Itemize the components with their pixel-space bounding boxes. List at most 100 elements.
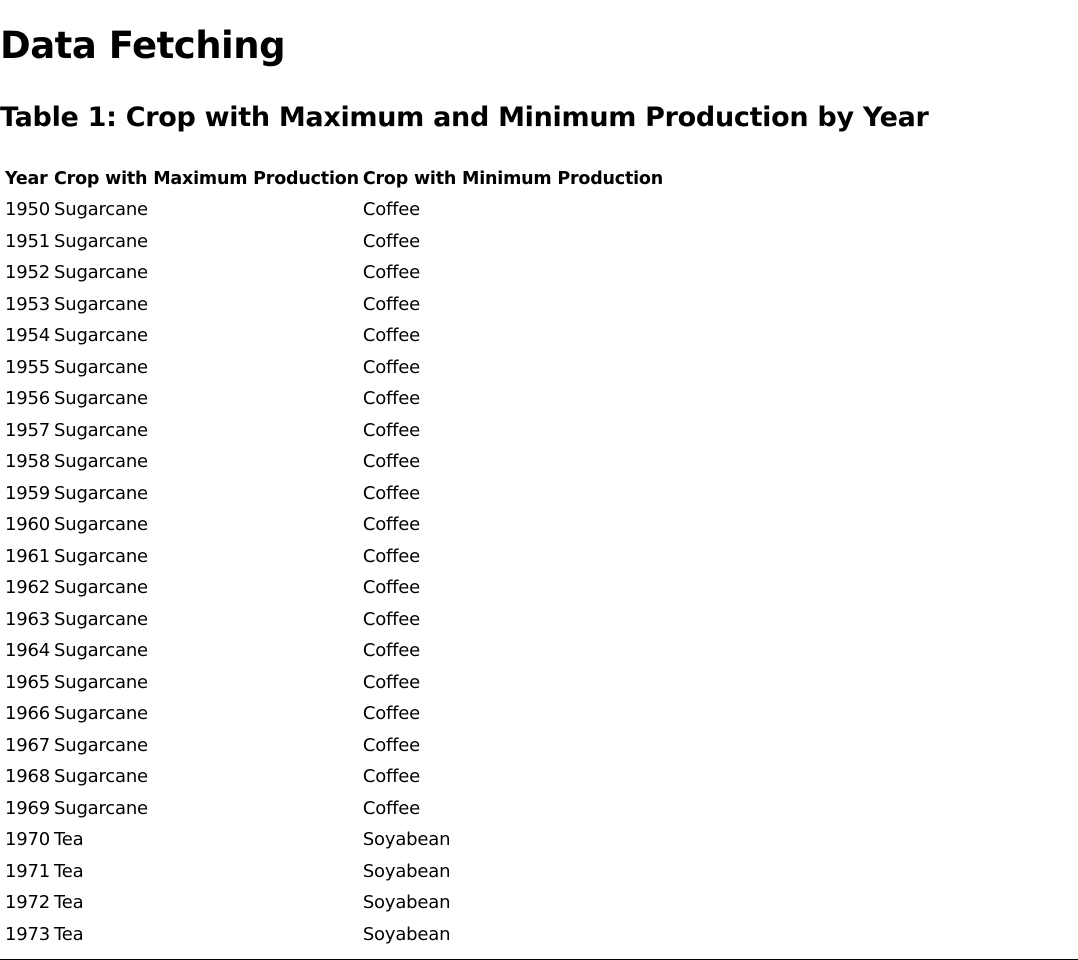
cell-max-crop: Sugarcane bbox=[54, 514, 148, 536]
header-year: Year bbox=[5, 169, 48, 189]
crop-production-table: Year Crop with Maximum Production Crop w… bbox=[2, 164, 666, 950]
table-row: 1951 Sugarcane Coffee bbox=[4, 226, 664, 258]
cell-min-crop: Coffee bbox=[362, 703, 421, 725]
cell-max-crop: Sugarcane bbox=[54, 262, 148, 284]
cell-min-crop: Coffee bbox=[362, 640, 421, 662]
cell-year: 1972 bbox=[5, 892, 51, 914]
cell-year: 1967 bbox=[5, 734, 51, 756]
cell-min-crop: Coffee bbox=[362, 545, 421, 567]
cell-year: 1969 bbox=[5, 797, 51, 819]
cell-year: 1965 bbox=[5, 671, 51, 693]
cell-min-crop: Coffee bbox=[362, 608, 421, 630]
header-min-crop: Crop with Minimum Production bbox=[362, 169, 663, 189]
cell-year: 1956 bbox=[5, 388, 51, 410]
cell-max-crop: Sugarcane bbox=[54, 356, 148, 378]
cell-min-crop: Coffee bbox=[362, 356, 421, 378]
table-row: 1969 Sugarcane Coffee bbox=[4, 793, 664, 825]
cell-min-crop: Soyabean bbox=[362, 892, 451, 914]
table-row: 1963 Sugarcane Coffee bbox=[4, 604, 664, 636]
cell-min-crop: Coffee bbox=[362, 419, 421, 441]
cell-year: 1952 bbox=[5, 262, 51, 284]
table-header-row: Year Crop with Maximum Production Crop w… bbox=[4, 164, 664, 194]
cell-max-crop: Sugarcane bbox=[54, 640, 148, 662]
cell-max-crop: Sugarcane bbox=[54, 734, 148, 756]
cell-year: 1961 bbox=[5, 545, 51, 567]
table-row: 1968 Sugarcane Coffee bbox=[4, 761, 664, 793]
cell-max-crop: Sugarcane bbox=[54, 577, 148, 599]
cell-year: 1951 bbox=[5, 230, 51, 252]
cell-year: 1964 bbox=[5, 640, 51, 662]
table-row: 1955 Sugarcane Coffee bbox=[4, 352, 664, 384]
table-row: 1973 Tea Soyabean bbox=[4, 919, 664, 951]
cell-year: 1968 bbox=[5, 766, 51, 788]
cell-year: 1970 bbox=[5, 829, 51, 851]
cell-year: 1954 bbox=[5, 325, 51, 347]
cell-max-crop: Sugarcane bbox=[54, 199, 148, 221]
cell-year: 1960 bbox=[5, 514, 51, 536]
cell-min-crop: Coffee bbox=[362, 388, 421, 410]
table-row: 1954 Sugarcane Coffee bbox=[4, 320, 664, 352]
cell-max-crop: Sugarcane bbox=[54, 766, 148, 788]
cell-max-crop: Sugarcane bbox=[54, 545, 148, 567]
table-row: 1960 Sugarcane Coffee bbox=[4, 509, 664, 541]
cell-min-crop: Soyabean bbox=[362, 923, 451, 945]
cell-min-crop: Coffee bbox=[362, 230, 421, 252]
cell-min-crop: Coffee bbox=[362, 671, 421, 693]
table-row: 1957 Sugarcane Coffee bbox=[4, 415, 664, 447]
cell-max-crop: Sugarcane bbox=[54, 325, 148, 347]
cell-year: 1955 bbox=[5, 356, 51, 378]
cell-year: 1959 bbox=[5, 482, 51, 504]
cell-min-crop: Coffee bbox=[362, 451, 421, 473]
table-title: Table 1: Crop with Maximum and Minimum P… bbox=[0, 102, 929, 133]
cell-min-crop: Coffee bbox=[362, 766, 421, 788]
cell-max-crop: Sugarcane bbox=[54, 703, 148, 725]
cell-max-crop: Sugarcane bbox=[54, 451, 148, 473]
cell-max-crop: Sugarcane bbox=[54, 293, 148, 315]
table-row: 1966 Sugarcane Coffee bbox=[4, 698, 664, 730]
cell-min-crop: Soyabean bbox=[362, 860, 451, 882]
table-row: 1950 Sugarcane Coffee bbox=[4, 194, 664, 226]
table-row: 1956 Sugarcane Coffee bbox=[4, 383, 664, 415]
table-body: 1950 Sugarcane Coffee 1951 Sugarcane Coffee 19… bbox=[4, 194, 664, 950]
table-row: 1970 Tea Soyabean bbox=[4, 824, 664, 856]
cell-min-crop: Coffee bbox=[362, 734, 421, 756]
cell-max-crop: Sugarcane bbox=[54, 482, 148, 504]
cell-min-crop: Coffee bbox=[362, 482, 421, 504]
cell-min-crop: Coffee bbox=[362, 577, 421, 599]
cell-max-crop: Sugarcane bbox=[54, 419, 148, 441]
table-row: 1953 Sugarcane Coffee bbox=[4, 289, 664, 321]
cell-min-crop: Coffee bbox=[362, 199, 421, 221]
table-row: 1965 Sugarcane Coffee bbox=[4, 667, 664, 699]
cell-year: 1958 bbox=[5, 451, 51, 473]
header-max-crop: Crop with Maximum Production bbox=[54, 169, 359, 189]
table-row: 1959 Sugarcane Coffee bbox=[4, 478, 664, 510]
cell-max-crop: Sugarcane bbox=[54, 797, 148, 819]
cell-max-crop: Sugarcane bbox=[54, 388, 148, 410]
cell-min-crop: Coffee bbox=[362, 797, 421, 819]
cell-max-crop: Tea bbox=[54, 923, 84, 945]
cell-max-crop: Sugarcane bbox=[54, 608, 148, 630]
cell-max-crop: Sugarcane bbox=[54, 230, 148, 252]
table-row: 1962 Sugarcane Coffee bbox=[4, 572, 664, 604]
table-row: 1958 Sugarcane Coffee bbox=[4, 446, 664, 478]
cell-min-crop: Soyabean bbox=[362, 829, 451, 851]
cell-year: 1950 bbox=[5, 199, 51, 221]
cell-min-crop: Coffee bbox=[362, 293, 421, 315]
table-row: 1971 Tea Soyabean bbox=[4, 856, 664, 888]
table-row: 1964 Sugarcane Coffee bbox=[4, 635, 664, 667]
cell-max-crop: Sugarcane bbox=[54, 671, 148, 693]
cell-year: 1966 bbox=[5, 703, 51, 725]
cell-year: 1973 bbox=[5, 923, 51, 945]
cell-max-crop: Tea bbox=[54, 860, 84, 882]
table-row: 1967 Sugarcane Coffee bbox=[4, 730, 664, 762]
table-row: 1961 Sugarcane Coffee bbox=[4, 541, 664, 573]
cell-min-crop: Coffee bbox=[362, 514, 421, 536]
cell-max-crop: Tea bbox=[54, 829, 84, 851]
cell-year: 1963 bbox=[5, 608, 51, 630]
cell-year: 1953 bbox=[5, 293, 51, 315]
cell-year: 1962 bbox=[5, 577, 51, 599]
cell-max-crop: Tea bbox=[54, 892, 84, 914]
cell-min-crop: Coffee bbox=[362, 325, 421, 347]
cell-year: 1971 bbox=[5, 860, 51, 882]
